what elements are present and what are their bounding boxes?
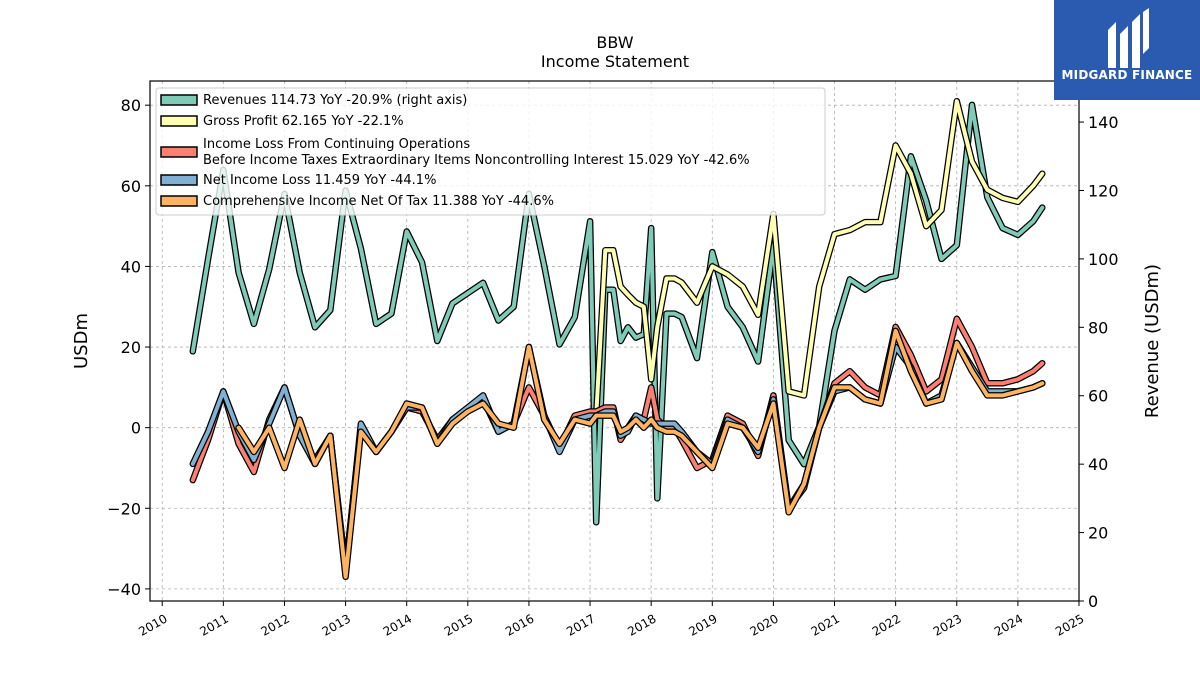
logo-mark-icon — [1108, 8, 1149, 68]
y-tick-label: −20 — [107, 499, 141, 518]
legend-label: Net Income Loss 11.459 YoY -44.1% — [203, 173, 436, 188]
x-tick-label: 2012 — [259, 611, 292, 638]
x-tick-label: 2021 — [809, 611, 842, 638]
left-axis: −40 −20 0 20 40 60 80 — [107, 96, 150, 599]
legend-label: Before Income Taxes Extraordinary Items … — [203, 153, 750, 168]
series-4 — [235, 327, 1046, 581]
y2-tick-label: 40 — [1088, 455, 1108, 474]
legend-swatch — [160, 94, 198, 106]
chart-subtitle: Income Statement — [541, 52, 689, 71]
y2-tick-label: 20 — [1088, 524, 1108, 543]
x-axis: 2010 2011 2012 2013 2014 2015 2016 2017 2018 2019… — [136, 601, 1087, 639]
x-tick-label: 2019 — [686, 611, 719, 638]
x-tick-label: 2015 — [442, 611, 475, 638]
plot-frame — [149, 80, 1080, 602]
x-tick-label: 2017 — [564, 611, 597, 638]
logo-brand-text: MIDGARD FINANCE — [1061, 68, 1193, 82]
y-tick-label: 0 — [131, 419, 141, 438]
legend-box — [155, 87, 826, 216]
legend-swatch — [160, 146, 198, 158]
x-tick-label: 2016 — [503, 611, 536, 638]
y2-axis-label: Revenue (USDm) — [1142, 264, 1163, 418]
y2-tick-label: 0 — [1088, 592, 1098, 611]
legend-swatch — [160, 174, 198, 186]
y-axis-label: USDm — [71, 313, 92, 369]
y-tick-label: −40 — [107, 580, 141, 599]
x-tick-label: 2018 — [625, 611, 658, 638]
series-line-outline — [189, 315, 1046, 573]
y2-tick-label: 60 — [1088, 387, 1108, 406]
legend-label: Comprehensive Income Net Of Tax 11.388 Y… — [203, 194, 554, 209]
series-line — [236, 328, 1045, 579]
legend-label: Revenues 114.73 YoY -20.9% (right axis) — [203, 93, 467, 108]
chart-title: BBW — [596, 33, 633, 52]
y-tick-label: 60 — [121, 177, 141, 196]
x-tick-label: 2022 — [870, 611, 903, 638]
x-tick-label: 2023 — [931, 611, 964, 638]
series-1 — [592, 97, 1046, 419]
y2-tick-label: 120 — [1088, 181, 1119, 200]
legend: Revenues 114.73 YoY -20.9% (right axis) G… — [155, 87, 826, 216]
legend-label: Income Loss From Continuing Operations — [203, 137, 470, 152]
y2-tick-label: 80 — [1088, 318, 1108, 337]
x-tick-label: 2011 — [197, 611, 230, 638]
y2-tick-label: 100 — [1088, 250, 1119, 269]
series-line — [594, 99, 1045, 418]
right-axis: 0 20 40 60 80 100 120 140 — [1079, 113, 1119, 611]
midgard-finance-logo: MIDGARD FINANCE — [1054, 0, 1200, 100]
legend-swatch — [160, 115, 198, 127]
y2-tick-label: 140 — [1088, 113, 1119, 132]
x-tick-label: 2024 — [992, 611, 1025, 638]
x-tick-label: 2013 — [320, 611, 353, 638]
legend-label: Gross Profit 62.165 YoY -22.1% — [203, 114, 404, 129]
y-tick-label: 40 — [121, 257, 141, 276]
y-tick-label: 20 — [121, 338, 141, 357]
x-tick-label: 2020 — [747, 611, 780, 638]
x-tick-label: 2010 — [136, 611, 169, 638]
legend-swatch — [160, 195, 198, 207]
x-tick-label: 2025 — [1053, 611, 1086, 638]
series-2 — [189, 315, 1046, 573]
y-tick-label: 80 — [121, 96, 141, 115]
x-tick-label: 2014 — [381, 611, 414, 638]
